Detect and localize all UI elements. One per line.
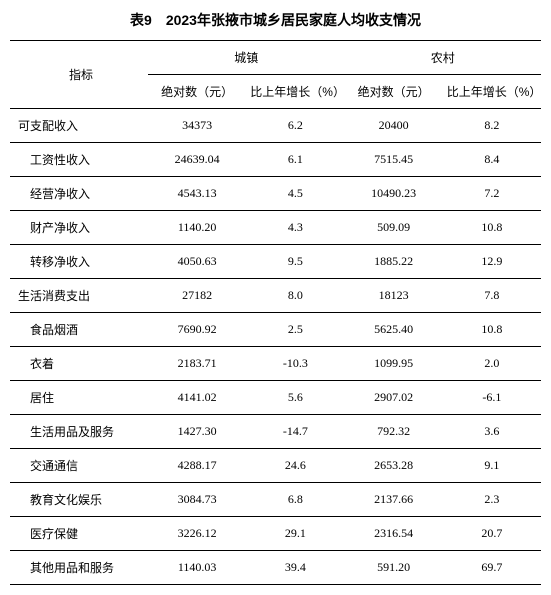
row-label: 交通通信 [10, 449, 148, 483]
cell-urban_abs: 4050.63 [148, 245, 246, 279]
row-label: 食品烟酒 [10, 313, 148, 347]
cell-rural_abs: 2137.66 [345, 483, 443, 517]
row-label: 可支配收入 [10, 109, 148, 143]
cell-urban_abs: 3226.12 [148, 517, 246, 551]
cell-rural_yoy: 7.8 [443, 279, 541, 313]
table-row: 衣着2183.71-10.31099.952.0 [10, 347, 541, 381]
cell-urban_yoy: -14.7 [246, 415, 344, 449]
cell-rural_abs: 2653.28 [345, 449, 443, 483]
table-row: 经营净收入4543.134.510490.237.2 [10, 177, 541, 211]
cell-rural_yoy: 8.2 [443, 109, 541, 143]
table-row: 教育文化娱乐3084.736.82137.662.3 [10, 483, 541, 517]
cell-rural_yoy: 2.3 [443, 483, 541, 517]
row-label: 生活消费支出 [10, 279, 148, 313]
cell-urban_abs: 4543.13 [148, 177, 246, 211]
header-rural: 农村 [345, 41, 541, 75]
cell-urban_abs: 34373 [148, 109, 246, 143]
cell-urban_abs: 7690.92 [148, 313, 246, 347]
table-row: 生活消费支出271828.0181237.8 [10, 279, 541, 313]
cell-rural_abs: 10490.23 [345, 177, 443, 211]
header-urban: 城镇 [148, 41, 344, 75]
cell-urban_yoy: 24.6 [246, 449, 344, 483]
row-label: 转移净收入 [10, 245, 148, 279]
table-row: 居住4141.025.62907.02-6.1 [10, 381, 541, 415]
header-urban-yoy: 比上年增长（%） [246, 75, 344, 109]
row-label: 财产净收入 [10, 211, 148, 245]
cell-rural_yoy: -6.1 [443, 381, 541, 415]
cell-urban_yoy: 4.3 [246, 211, 344, 245]
cell-rural_yoy: 2.0 [443, 347, 541, 381]
cell-rural_abs: 18123 [345, 279, 443, 313]
header-rural-yoy: 比上年增长（%） [443, 75, 541, 109]
row-label: 医疗保健 [10, 517, 148, 551]
cell-rural_yoy: 8.4 [443, 143, 541, 177]
table-row: 工资性收入24639.046.17515.458.4 [10, 143, 541, 177]
cell-urban_yoy: 4.5 [246, 177, 344, 211]
cell-urban_abs: 1140.20 [148, 211, 246, 245]
cell-urban_abs: 24639.04 [148, 143, 246, 177]
header-urban-abs: 绝对数（元） [148, 75, 246, 109]
table-row: 财产净收入1140.204.3509.0910.8 [10, 211, 541, 245]
cell-rural_abs: 5625.40 [345, 313, 443, 347]
cell-rural_abs: 792.32 [345, 415, 443, 449]
cell-urban_yoy: 5.6 [246, 381, 344, 415]
cell-rural_yoy: 20.7 [443, 517, 541, 551]
income-expenditure-table: 指标 城镇 农村 绝对数（元） 比上年增长（%） 绝对数（元） 比上年增长（%）… [10, 40, 541, 585]
table-row: 交通通信4288.1724.62653.289.1 [10, 449, 541, 483]
table-row: 可支配收入343736.2204008.2 [10, 109, 541, 143]
cell-rural_yoy: 10.8 [443, 211, 541, 245]
table-row: 生活用品及服务1427.30-14.7792.323.6 [10, 415, 541, 449]
cell-rural_yoy: 7.2 [443, 177, 541, 211]
table-row: 食品烟酒7690.922.55625.4010.8 [10, 313, 541, 347]
cell-urban_abs: 3084.73 [148, 483, 246, 517]
row-label: 居住 [10, 381, 148, 415]
cell-urban_yoy: 6.1 [246, 143, 344, 177]
row-label: 衣着 [10, 347, 148, 381]
cell-urban_abs: 1427.30 [148, 415, 246, 449]
cell-rural_yoy: 9.1 [443, 449, 541, 483]
table-title: 表9 2023年张掖市城乡居民家庭人均收支情况 [10, 10, 541, 30]
cell-urban_yoy: 9.5 [246, 245, 344, 279]
cell-rural_abs: 1885.22 [345, 245, 443, 279]
cell-urban_yoy: 2.5 [246, 313, 344, 347]
cell-rural_yoy: 3.6 [443, 415, 541, 449]
cell-rural_abs: 509.09 [345, 211, 443, 245]
table-row: 转移净收入4050.639.51885.2212.9 [10, 245, 541, 279]
header-rural-abs: 绝对数（元） [345, 75, 443, 109]
cell-rural_abs: 2907.02 [345, 381, 443, 415]
row-label: 生活用品及服务 [10, 415, 148, 449]
cell-rural_abs: 20400 [345, 109, 443, 143]
table-row: 医疗保健3226.1229.12316.5420.7 [10, 517, 541, 551]
cell-urban_yoy: 6.2 [246, 109, 344, 143]
row-label: 教育文化娱乐 [10, 483, 148, 517]
cell-rural_yoy: 10.8 [443, 313, 541, 347]
row-label: 经营净收入 [10, 177, 148, 211]
cell-urban_abs: 4141.02 [148, 381, 246, 415]
cell-urban_yoy: 6.8 [246, 483, 344, 517]
cell-urban_yoy: 8.0 [246, 279, 344, 313]
cell-urban_abs: 2183.71 [148, 347, 246, 381]
header-indicator: 指标 [10, 41, 148, 109]
cell-urban_yoy: 29.1 [246, 517, 344, 551]
cell-urban_abs: 27182 [148, 279, 246, 313]
cell-rural_yoy: 12.9 [443, 245, 541, 279]
row-label: 工资性收入 [10, 143, 148, 177]
cell-rural_abs: 1099.95 [345, 347, 443, 381]
cell-urban_abs: 4288.17 [148, 449, 246, 483]
cell-urban_yoy: -10.3 [246, 347, 344, 381]
cell-rural_abs: 2316.54 [345, 517, 443, 551]
cell-rural_abs: 7515.45 [345, 143, 443, 177]
